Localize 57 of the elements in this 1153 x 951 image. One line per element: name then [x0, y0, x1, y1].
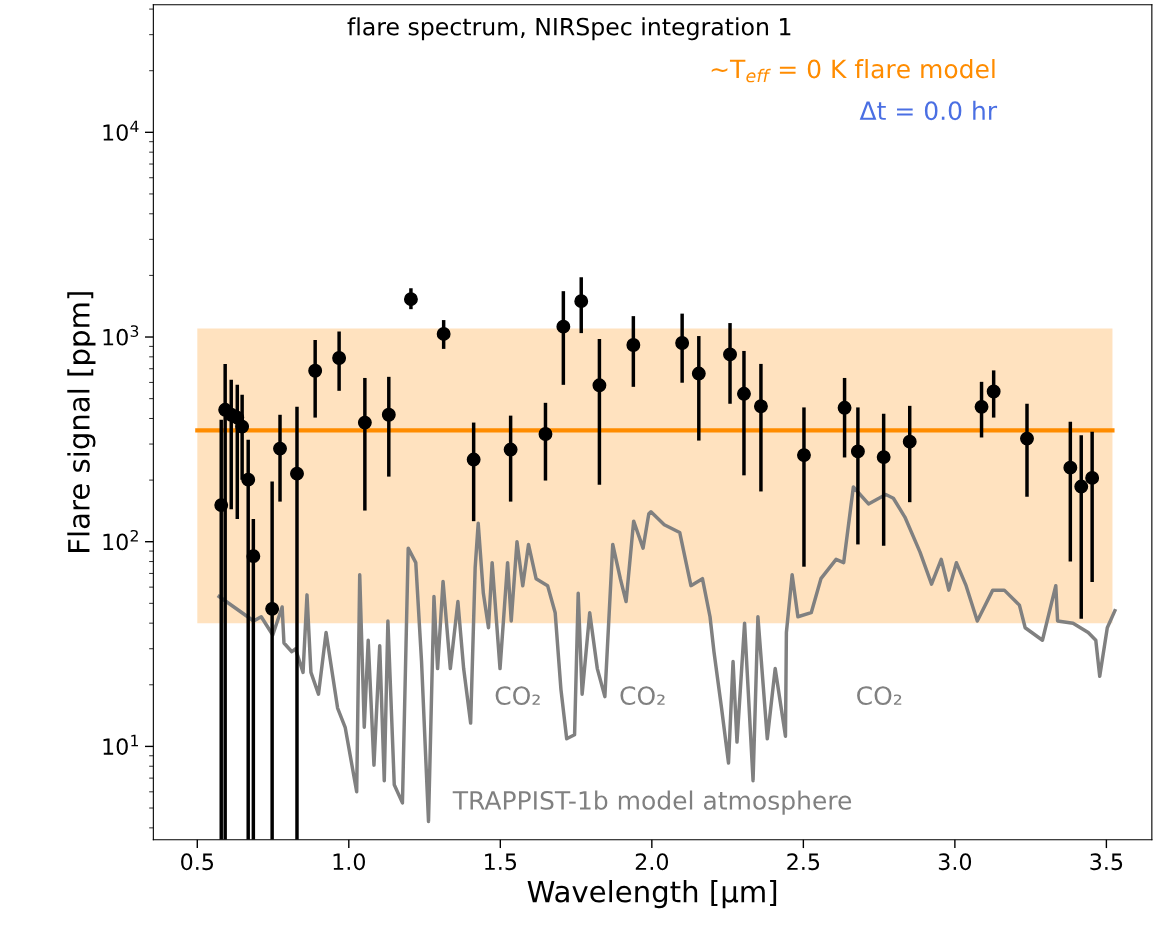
- point: [503, 442, 518, 457]
- annotation: CO₂: [620, 686, 665, 706]
- x-axis-title: Wavelength [μm]: [527, 879, 777, 909]
- point: [675, 336, 690, 350]
- point: [214, 498, 229, 513]
- point: [837, 400, 852, 415]
- point: [797, 448, 811, 463]
- point: [1074, 479, 1089, 494]
- x-tick-label: 1.5: [485, 853, 517, 871]
- annotation: CO₂: [495, 686, 540, 706]
- annotation: CO₂: [857, 686, 902, 706]
- y-tick-label: 10$^{2}$: [103, 529, 138, 551]
- x-tick-label: 3.5: [1090, 853, 1123, 871]
- point: [737, 386, 751, 401]
- point: [626, 338, 641, 352]
- point: [265, 601, 280, 616]
- point: [723, 347, 737, 362]
- line-series: [217, 485, 1117, 824]
- text: ~T$_{eff}$ = 0 K flare model: [711, 59, 995, 83]
- point: [381, 407, 396, 422]
- point: [538, 427, 553, 441]
- y-tick-label: 10$^{4}$: [103, 120, 139, 141]
- point: [850, 444, 865, 459]
- point: [1085, 470, 1100, 485]
- point: [403, 292, 418, 307]
- x-tick-label: 2.5: [787, 853, 820, 871]
- point: [466, 452, 481, 467]
- point: [308, 363, 323, 378]
- x-tick-label: 1.0: [333, 853, 365, 871]
- x-tick-label: 2.0: [635, 853, 669, 871]
- point: [332, 351, 347, 365]
- point: [241, 472, 256, 487]
- x-tick-label: 3.0: [938, 853, 972, 871]
- point: [1063, 460, 1078, 475]
- point: [273, 441, 287, 456]
- text: flare spectrum, NIRSpec integration 1: [347, 17, 791, 41]
- point: [574, 294, 589, 309]
- point: [556, 319, 571, 334]
- point: [986, 384, 1001, 399]
- point: [902, 434, 917, 449]
- series-label: TRAPPIST-1b model atmosphere: [452, 790, 852, 815]
- point: [592, 378, 607, 393]
- point: [876, 450, 891, 465]
- point: [436, 327, 451, 341]
- y-tick-label: 10$^{3}$: [103, 325, 139, 346]
- x-tick-label: 0.5: [181, 853, 214, 871]
- point: [246, 549, 261, 564]
- annotation: Δt = 0.0 hr: [859, 100, 998, 121]
- point: [753, 399, 768, 414]
- point: [290, 466, 304, 481]
- point: [691, 366, 706, 381]
- y-tick-label: 10$^{1}$: [103, 734, 138, 756]
- y-axis-title: Flare signal [ppm]: [67, 292, 96, 552]
- point: [974, 399, 989, 414]
- point: [357, 415, 372, 430]
- point: [235, 419, 250, 434]
- point: [1020, 431, 1034, 446]
